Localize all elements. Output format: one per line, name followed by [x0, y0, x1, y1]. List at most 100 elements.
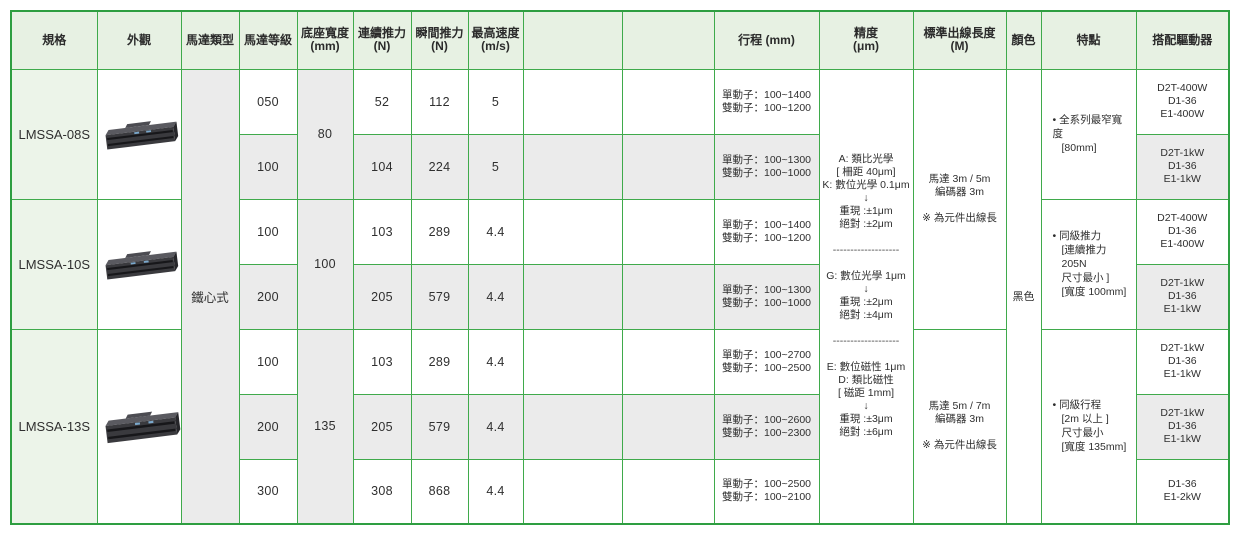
- linear-motor-spec-table: 規格 外觀 馬達類型 馬達等級 底座寬度 (mm) 連續推力 (N) 瞬間推力 (N)…: [10, 10, 1230, 525]
- header-color: 顏色: [1005, 10, 1042, 70]
- cell-peak-force: 579: [410, 263, 469, 330]
- cell-stroke: 單動子：100~1300 雙動子：100~1000: [713, 263, 820, 330]
- cell-max-speed: 5: [467, 68, 524, 135]
- cell-stroke: 單動子：100~2700 雙動子：100~2500: [713, 328, 820, 395]
- cell-peak-force: 868: [410, 458, 469, 525]
- cell-max-speed: 4.4: [467, 328, 524, 395]
- cell-stroke: 單動子：100~2600 雙動子：100~2300: [713, 393, 820, 460]
- header-motor-type: 馬達類型: [180, 10, 240, 70]
- cell-max-speed: 4.4: [467, 198, 524, 265]
- cell-empty: [621, 133, 715, 200]
- cell-empty: [522, 68, 623, 135]
- spec-lmssa-13s: LMSSA-13S: [10, 328, 98, 525]
- cell-drivers: D2T-1kW D1-36 E1-1kW: [1135, 133, 1230, 200]
- cell-cont-force: 205: [352, 393, 412, 460]
- table-row: 300 308 868 4.4 單動子：100~2500 雙動子：100~2100…: [11, 458, 1230, 525]
- cell-empty: [522, 263, 623, 330]
- cell-peak-force: 224: [410, 133, 469, 200]
- spec-lmssa-10s: LMSSA-10S: [10, 198, 98, 330]
- cell-empty: [522, 328, 623, 395]
- cell-grade: 100: [238, 198, 298, 265]
- cell-drivers: D1-36 E1-2kW: [1135, 458, 1230, 525]
- cell-empty: [621, 68, 715, 135]
- cell-empty: [621, 328, 715, 395]
- cell-cont-force: 205: [352, 263, 412, 330]
- product-image-lmssa-10s: [96, 198, 182, 330]
- cell-grade: 300: [238, 458, 298, 525]
- cell-empty: [621, 393, 715, 460]
- cell-empty: [522, 393, 623, 460]
- cell-cont-force: 103: [352, 328, 412, 395]
- cell-grade: 200: [238, 393, 298, 460]
- cell-max-speed: 4.4: [467, 393, 524, 460]
- cell-cable-length-bottom: 馬達 5m / 7m 編碼器 3m ※ 為元件出線長: [912, 328, 1007, 525]
- cell-features-lmssa-13s: • 同級行程 [2m 以上 ] 尺寸最小 [寬度 135mm]: [1040, 328, 1137, 525]
- header-empty-2: [621, 10, 715, 70]
- header-precision: 精度 (μm): [818, 10, 914, 70]
- table-row: 200 205 579 4.4 單動子：100~2600 雙動子：100~2300…: [11, 393, 1230, 460]
- linear-motor-illustration: [105, 121, 178, 150]
- cell-base-width: 100: [296, 198, 354, 330]
- cell-stroke: 單動子：100~1400 雙動子：100~1200: [713, 68, 820, 135]
- cell-empty: [621, 263, 715, 330]
- table-row: 200 205 579 4.4 單動子：100~1300 雙動子：100~1000…: [11, 263, 1230, 330]
- cell-cable-length-top: 馬達 3m / 5m 編碼器 3m ※ 為元件出線長: [912, 68, 1007, 330]
- cell-cont-force: 104: [352, 133, 412, 200]
- cell-drivers: D2T-400W D1-36 E1-400W: [1135, 198, 1230, 265]
- table-row: LMSSA-10S 100 100 103 289 4.4 單動子：10: [10, 198, 1230, 330]
- cell-features-lmssa-10s: • 同級推力 [連續推力 205N 尺寸最小 ] [寬度 100mm]: [1040, 198, 1137, 330]
- cell-base-width: 135: [296, 328, 354, 525]
- cell-empty: [522, 198, 623, 265]
- cell-peak-force: 289: [410, 198, 469, 265]
- cell-stroke: 單動子：100~2500 雙動子：100~2100: [713, 458, 820, 525]
- cell-features-lmssa-08s: • 全系列最窄寬度 [80mm]: [1040, 68, 1137, 200]
- cell-peak-force: 112: [410, 68, 469, 135]
- header-row: 規格 外觀 馬達類型 馬達等級 底座寬度 (mm) 連續推力 (N) 瞬間推力 (N)…: [10, 10, 1230, 70]
- cell-empty: [522, 458, 623, 525]
- cell-peak-force: 289: [410, 328, 469, 395]
- cell-cont-force: 103: [352, 198, 412, 265]
- header-peak-force: 瞬間推力 (N): [410, 10, 469, 70]
- header-cable-length: 標準出線長度 (M): [912, 10, 1007, 70]
- header-motor-grade: 馬達等級: [238, 10, 298, 70]
- header-empty-1: [522, 10, 623, 70]
- cell-grade: 100: [238, 328, 298, 395]
- cell-grade: 050: [238, 68, 298, 135]
- spec-table-container: 規格 外觀 馬達類型 馬達等級 底座寬度 (mm) 連續推力 (N) 瞬間推力 (N)…: [10, 10, 1230, 525]
- cell-drivers: D2T-1kW D1-36 E1-1kW: [1135, 328, 1230, 395]
- cell-drivers: D2T-1kW D1-36 E1-1kW: [1135, 263, 1230, 330]
- header-stroke: 行程 (mm): [713, 10, 820, 70]
- header-drivers: 搭配驅動器: [1135, 10, 1230, 70]
- linear-motor-illustration: [105, 411, 180, 444]
- cell-empty: [522, 133, 623, 200]
- table-row: LMSSA-13S 100 135 103 289 4.4 單動子：10: [10, 328, 1230, 525]
- table-row: LMSSA-08S 鐵心式 050 80 52 112 5 單動: [10, 68, 1230, 525]
- cell-max-speed: 5: [467, 133, 524, 200]
- linear-motor-illustration: [105, 251, 178, 280]
- cell-empty: [621, 198, 715, 265]
- header-features: 特點: [1040, 10, 1137, 70]
- cell-peak-force: 579: [410, 393, 469, 460]
- spec-lmssa-08s: LMSSA-08S: [10, 68, 98, 200]
- cell-drivers: D2T-400W D1-36 E1-400W: [1135, 68, 1230, 135]
- product-image-lmssa-08s: [96, 68, 182, 200]
- header-base-width: 底座寬度 (mm): [296, 10, 354, 70]
- cell-stroke: 單動子：100~1300 雙動子：100~1000: [713, 133, 820, 200]
- cell-cont-force: 52: [352, 68, 412, 135]
- header-spec: 規格: [10, 10, 98, 70]
- cell-empty: [621, 458, 715, 525]
- cell-max-speed: 4.4: [467, 458, 524, 525]
- product-image-lmssa-13s: [96, 328, 182, 525]
- cell-stroke: 單動子：100~1400 雙動子：100~1200: [713, 198, 820, 265]
- cell-cont-force: 308: [352, 458, 412, 525]
- header-cont-force: 連續推力 (N): [352, 10, 412, 70]
- cell-grade: 100: [238, 133, 298, 200]
- cell-drivers: D2T-1kW D1-36 E1-1kW: [1135, 393, 1230, 460]
- cell-motor-type: 鐵心式: [180, 68, 240, 525]
- cell-precision: A: 類比光學[ 柵距 40μm] K: 數位光學 0.1μm ↓ 重現 :±1μm 絕…: [818, 68, 914, 525]
- cell-base-width: 80: [296, 68, 354, 200]
- cell-grade: 200: [238, 263, 298, 330]
- header-appearance: 外觀: [96, 10, 182, 70]
- cell-color: 黑色: [1005, 68, 1042, 525]
- header-max-speed: 最高速度 (m/s): [467, 10, 524, 70]
